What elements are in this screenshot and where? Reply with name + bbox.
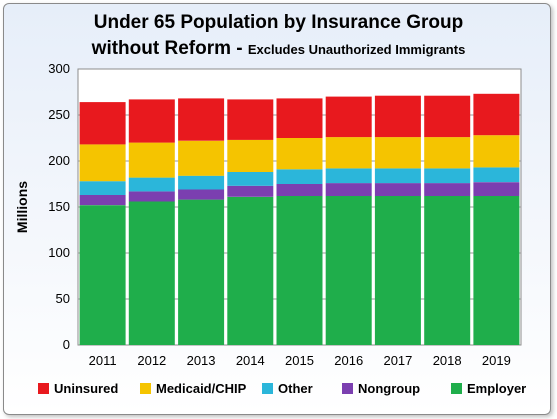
bar-uninsured-2012 xyxy=(128,99,175,143)
x-tick-label: 2016 xyxy=(334,353,363,368)
y-tick-label: 200 xyxy=(48,153,70,168)
bar-employer-2018 xyxy=(424,196,471,345)
bar-uninsured-2019 xyxy=(473,93,520,136)
bar-nongroup-2014 xyxy=(227,185,274,197)
bar-nongroup-2015 xyxy=(276,184,323,196)
chart-title: Under 65 Population by Insurance Group xyxy=(93,12,464,33)
bar-other-2012 xyxy=(128,177,175,192)
legend-swatch xyxy=(38,383,49,394)
bar-nongroup-2013 xyxy=(178,189,225,200)
bar-medicaid-chip-2013 xyxy=(178,140,225,176)
bar-employer-2014 xyxy=(227,196,274,345)
bar-nongroup-2011 xyxy=(79,195,126,206)
x-tick-label: 2014 xyxy=(236,353,265,368)
x-tick-label: 2018 xyxy=(433,353,462,368)
x-axis-ticks: 2011 2012 2013 2014 2015 2016 2017 2018 2019 xyxy=(89,353,511,368)
y-tick-label: 50 xyxy=(56,291,70,306)
bar-medicaid-chip-2014 xyxy=(227,139,274,172)
x-tick-label: 2011 xyxy=(89,353,117,368)
bar-nongroup-2017 xyxy=(374,183,421,196)
bar-medicaid-chip-2012 xyxy=(128,142,175,178)
x-tick-label: 2017 xyxy=(383,353,412,368)
y-tick-label: 100 xyxy=(48,245,70,260)
bar-other-2011 xyxy=(79,181,126,195)
bar-uninsured-2016 xyxy=(325,96,372,138)
bar-uninsured-2013 xyxy=(178,98,225,141)
y-axis-ticks: 0 50 100 150 200 250 300 xyxy=(48,61,70,352)
bar-employer-2012 xyxy=(128,201,175,345)
bar-other-2014 xyxy=(227,172,274,186)
bar-employer-2013 xyxy=(178,199,225,345)
bar-medicaid-chip-2017 xyxy=(374,137,421,169)
bar-uninsured-2017 xyxy=(374,95,421,138)
y-tick-label: 150 xyxy=(48,199,70,214)
bar-medicaid-chip-2019 xyxy=(473,135,520,168)
bar-nongroup-2016 xyxy=(325,183,372,196)
bar-nongroup-2012 xyxy=(128,191,175,202)
bar-other-2017 xyxy=(374,168,421,184)
chart-subtitle: Excludes Unauthorized Immigrants xyxy=(247,42,466,57)
chart-title-line2: without Reform - Excludes Unauthorized I… xyxy=(0,38,557,60)
legend-label: Other xyxy=(278,381,313,396)
bar-employer-2016 xyxy=(325,196,372,345)
x-tick-label: 2015 xyxy=(285,353,314,368)
bar-other-2019 xyxy=(473,167,520,183)
bar-medicaid-chip-2018 xyxy=(424,137,471,169)
bar-medicaid-chip-2015 xyxy=(276,138,323,170)
y-tick-label: 300 xyxy=(48,61,70,76)
bar-uninsured-2018 xyxy=(424,95,471,138)
bar-nongroup-2019 xyxy=(473,182,520,196)
legend-swatch xyxy=(451,383,462,394)
y-axis-label: Millions xyxy=(14,181,30,233)
legend: Uninsured Medicaid/CHIP Other Nongroup Emplo… xyxy=(38,381,526,396)
x-tick-label: 2013 xyxy=(187,353,216,368)
legend-label: Nongroup xyxy=(358,381,420,396)
legend-swatch xyxy=(262,383,273,394)
bar-uninsured-2011 xyxy=(79,102,126,145)
bar-employer-2017 xyxy=(374,196,421,345)
bar-other-2013 xyxy=(178,175,225,190)
chart-title-line2-main: without Reform - xyxy=(91,38,248,59)
bar-medicaid-chip-2011 xyxy=(79,144,126,182)
bar-other-2015 xyxy=(276,169,323,184)
bars xyxy=(79,93,520,345)
x-tick-label: 2012 xyxy=(137,353,166,368)
bar-other-2018 xyxy=(424,168,471,184)
bar-employer-2019 xyxy=(473,196,520,345)
bar-medicaid-chip-2016 xyxy=(325,137,372,169)
legend-label: Employer xyxy=(467,381,526,396)
bar-uninsured-2015 xyxy=(276,98,323,138)
y-tick-label: 0 xyxy=(63,337,70,352)
x-tick-label: 2019 xyxy=(482,353,511,368)
legend-swatch xyxy=(342,383,353,394)
bar-employer-2015 xyxy=(276,196,323,345)
bar-nongroup-2018 xyxy=(424,183,471,196)
bar-uninsured-2014 xyxy=(227,99,274,140)
legend-label: Medicaid/CHIP xyxy=(156,381,247,396)
legend-label: Uninsured xyxy=(54,381,118,396)
bar-employer-2011 xyxy=(79,205,126,345)
bar-other-2016 xyxy=(325,168,372,184)
legend-swatch xyxy=(140,383,151,394)
y-tick-label: 250 xyxy=(48,107,70,122)
